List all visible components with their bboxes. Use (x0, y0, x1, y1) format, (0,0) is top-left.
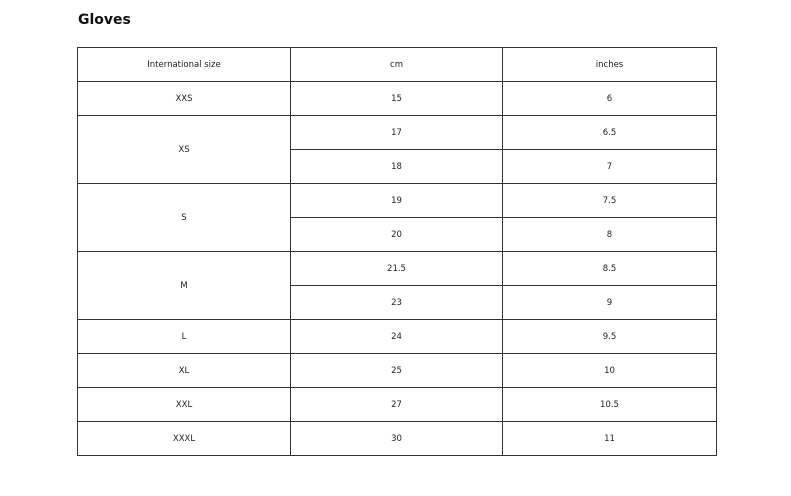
size-cell: XXL (77, 387, 291, 422)
cm-cell: 17 (290, 115, 503, 150)
inches-cell: 9 (502, 285, 717, 320)
inches-cell: 11 (502, 421, 717, 456)
cm-cell: 20 (290, 217, 503, 252)
size-cell: XL (77, 353, 291, 388)
inches-cell: 10 (502, 353, 717, 388)
header-cell: inches (502, 47, 717, 82)
size-cell: S (77, 183, 291, 252)
table-row: XXS 15 6 (77, 81, 717, 116)
cm-cell: 25 (290, 353, 503, 388)
inches-cell: 6.5 (502, 115, 717, 150)
inches-cell: 8 (502, 217, 717, 252)
cm-cell: 15 (290, 81, 503, 116)
cm-cell: 27 (290, 387, 503, 422)
size-table: International size cm inches XXS 15 6 XS 17 6… (77, 47, 717, 456)
cm-cell: 24 (290, 319, 503, 354)
size-cell: XXS (77, 81, 291, 116)
header-cell: International size (77, 47, 291, 82)
header-cell: cm (290, 47, 503, 82)
size-cell: XS (77, 115, 291, 184)
cm-cell: 18 (290, 149, 503, 184)
page-title: Gloves (78, 12, 131, 28)
inches-cell: 9.5 (502, 319, 717, 354)
table-row: XXL 27 10.5 (77, 387, 717, 422)
cm-cell: 23 (290, 285, 503, 320)
table-row: XS 17 6.5 (77, 115, 717, 184)
size-cell: M (77, 251, 291, 320)
table-row: M 21.5 8.5 (77, 251, 717, 320)
cm-cell: 19 (290, 183, 503, 218)
inches-cell: 7 (502, 149, 717, 184)
table-row: L 24 9.5 (77, 319, 717, 354)
size-cell: XXXL (77, 421, 291, 456)
cm-cell: 21.5 (290, 251, 503, 286)
table-row: XL 25 10 (77, 353, 717, 388)
inches-cell: 7.5 (502, 183, 717, 218)
table-row: S 19 7.5 (77, 183, 717, 252)
table-row: 23 9 (78, 285, 717, 320)
inches-cell: 8.5 (502, 251, 717, 286)
cm-cell: 30 (290, 421, 503, 456)
header-row: International size cm inches (77, 47, 717, 82)
size-cell: L (77, 319, 291, 354)
inches-cell: 10.5 (502, 387, 717, 422)
table-row: XXXL 30 11 (77, 421, 717, 456)
inches-cell: 6 (502, 81, 717, 116)
